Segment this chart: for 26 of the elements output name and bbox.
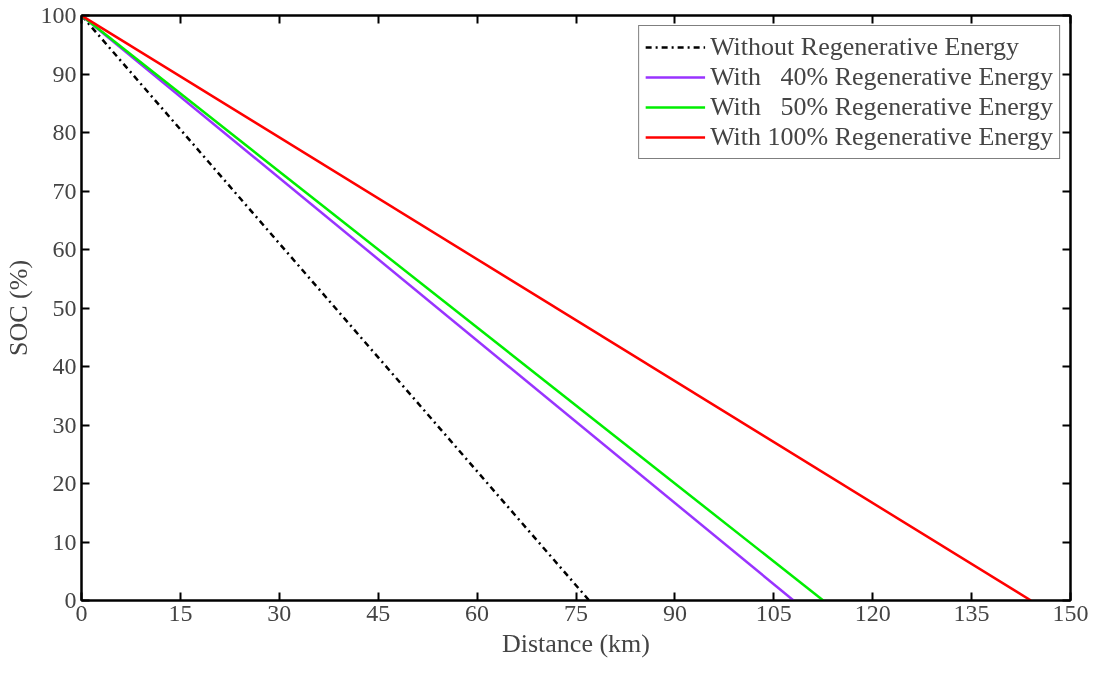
y-axis-title: SOC (%) <box>3 259 33 357</box>
y-tick-label: 50 <box>52 294 77 321</box>
legend-label: With 50% Regenerative Energy <box>710 92 1053 122</box>
x-tick-label: 45 <box>366 599 391 626</box>
y-tick-label: 10 <box>52 528 77 555</box>
y-tick-label: 100 <box>40 2 77 28</box>
x-tick-label: 90 <box>662 599 687 626</box>
legend-label: Without Regenerative Energy <box>710 32 1020 62</box>
x-tick-label: 120 <box>854 599 891 626</box>
y-tick-label: 40 <box>52 353 77 379</box>
y-tick-label: 90 <box>52 60 77 87</box>
legend-label: With 100% Regenerative Energy <box>710 122 1053 152</box>
legend-label: With 40% Regenerative Energy <box>710 62 1053 92</box>
x-tick-label: 150 <box>1052 599 1089 626</box>
x-tick-label: 60 <box>465 599 490 626</box>
y-tick-label: 60 <box>52 236 77 262</box>
x-tick-label: 15 <box>168 599 193 626</box>
x-axis-title: Distance (km) <box>502 628 651 658</box>
y-tick-label: 30 <box>52 411 77 438</box>
x-tick-label: 105 <box>755 599 792 626</box>
y-tick-label: 70 <box>52 177 77 204</box>
x-tick-label: 75 <box>564 599 588 626</box>
y-tick-label: 80 <box>52 119 77 145</box>
y-tick-label: 20 <box>52 470 77 496</box>
x-tick-label: 30 <box>267 599 292 626</box>
x-tick-label: 135 <box>953 599 990 626</box>
